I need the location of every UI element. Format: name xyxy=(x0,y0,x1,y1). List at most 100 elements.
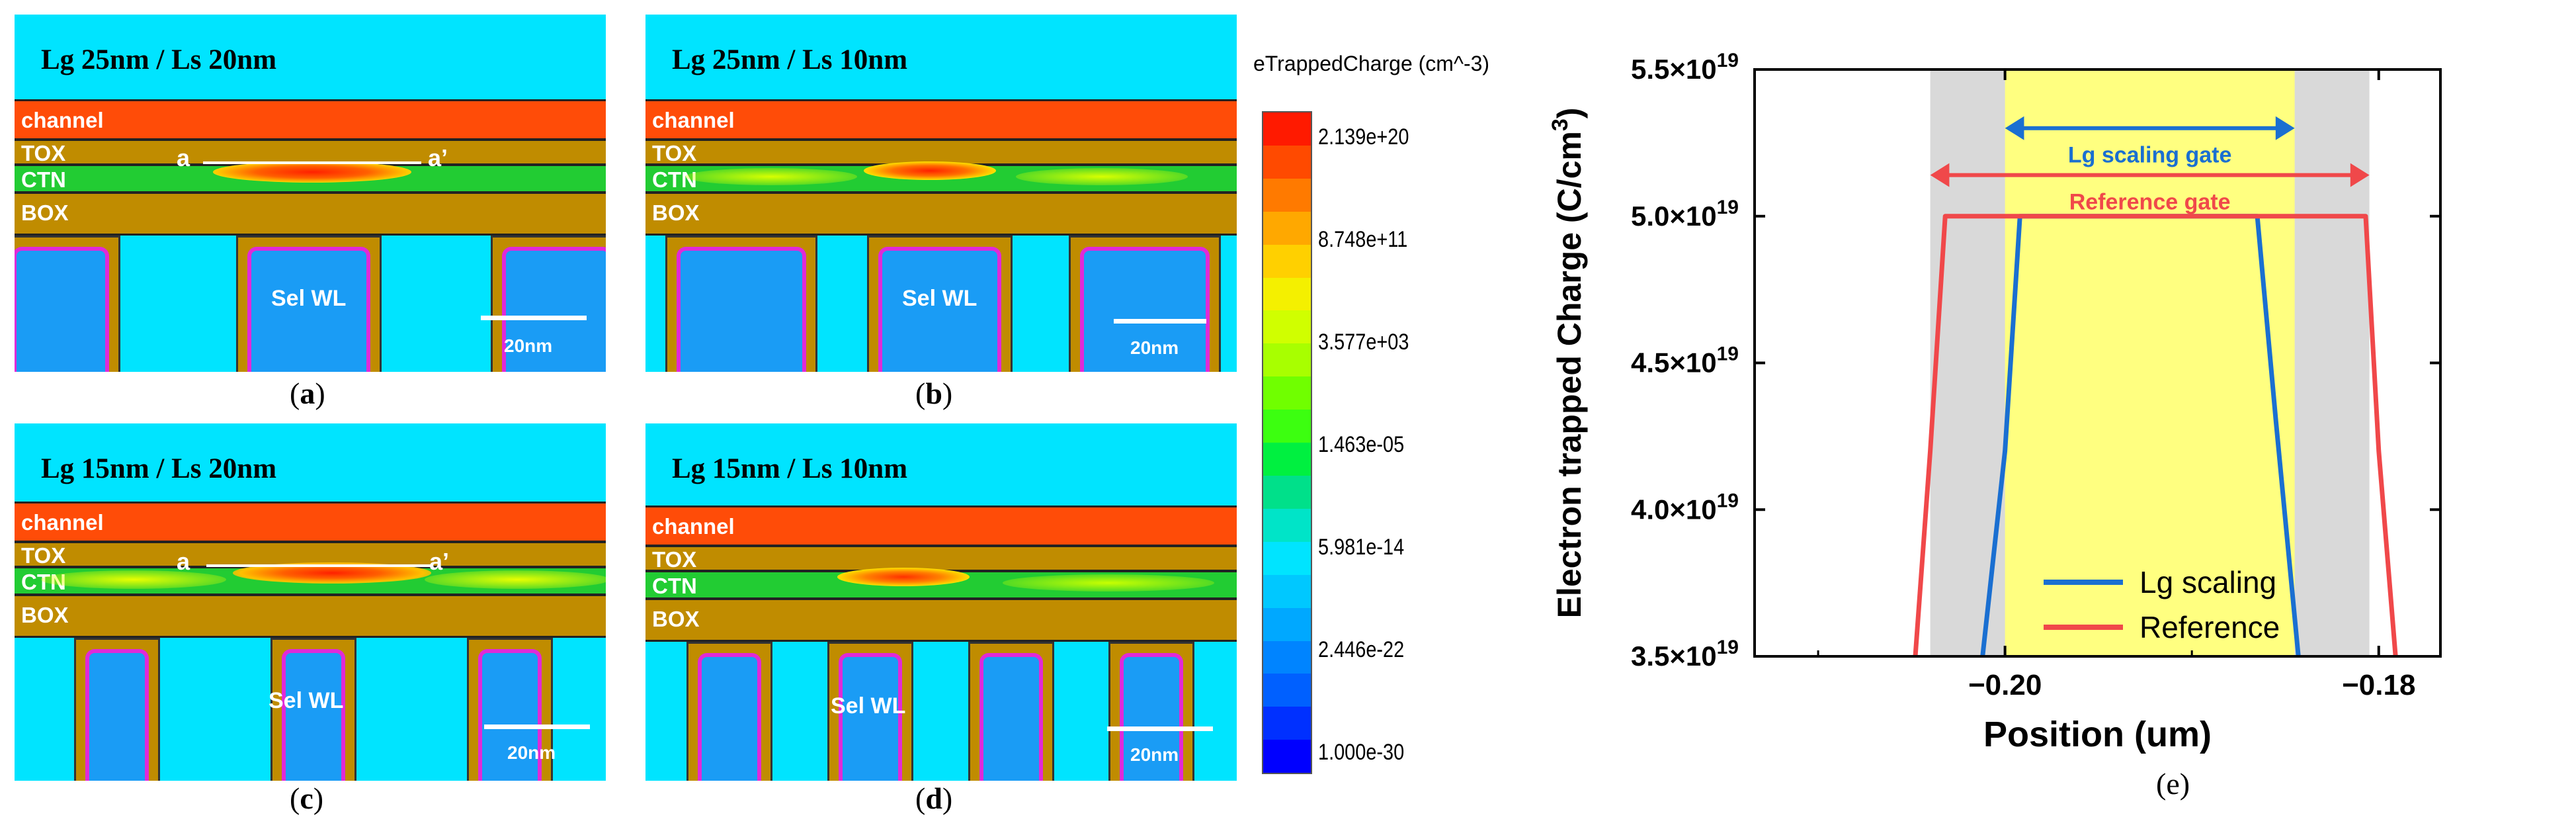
colorbar-tick-label: 5.981e-14 xyxy=(1318,535,1405,560)
tox-layer: TOX xyxy=(15,139,606,165)
box-layer: BOX xyxy=(645,192,1237,236)
y-tick-mantissa: 5.0×10 xyxy=(1631,200,1717,232)
colorbar-swatch xyxy=(1263,640,1311,674)
annotation-arrow-0 xyxy=(2005,116,2295,140)
panel-d-simulation: Lg 15nm / Ls 10nm channel TOX CTN BOX Se… xyxy=(645,423,1237,781)
channel-layer: channel xyxy=(15,502,606,543)
scale-bar-label: 20nm xyxy=(504,335,553,356)
cut-line-start-label: a xyxy=(177,548,190,575)
x-axis-label: Position (um) xyxy=(1983,715,2212,754)
word-line-right xyxy=(1069,236,1221,372)
y-tick-mantissa: 5.5×10 xyxy=(1631,54,1717,85)
legend-label: Reference xyxy=(2140,610,2280,644)
colorbar-swatch xyxy=(1263,244,1311,278)
colorbar-swatch xyxy=(1263,740,1311,773)
colorbar-swatch xyxy=(1263,674,1311,707)
trapped-charge-region xyxy=(213,161,411,183)
colorbar-tick-label: 1.000e-30 xyxy=(1318,740,1405,765)
caption-b: (b) xyxy=(915,376,953,410)
colorbar-swatch xyxy=(1263,145,1311,179)
colorbar-swatch xyxy=(1263,443,1311,476)
colorbar-title: eTrappedCharge (cm^-3) xyxy=(1253,52,1490,75)
panel-b-simulation: Lg 25nm / Ls 10nm channel TOX CTN BOX Se… xyxy=(645,15,1237,372)
y-tick-mantissa: 4.5×10 xyxy=(1631,347,1717,378)
colorbar-tick-label: 1.463e-05 xyxy=(1318,432,1405,457)
colorbar-swatch xyxy=(1263,541,1311,575)
trapped-charge-spread-left xyxy=(41,570,226,589)
scale-bar-label: 20nm xyxy=(1130,744,1179,765)
x-tick-label: −0.18 xyxy=(2342,669,2415,701)
trapped-charge-spread-right xyxy=(1003,574,1214,592)
word-line-left xyxy=(665,236,817,372)
box-label: BOX xyxy=(652,200,700,225)
channel-layer: channel xyxy=(15,99,606,140)
colorbar-swatch xyxy=(1263,343,1311,377)
cut-line-a-a xyxy=(203,161,421,164)
colorbar-swatch xyxy=(1263,112,1311,146)
y-tick-exponent: 19 xyxy=(1717,343,1739,365)
panel-a-title: Lg 25nm / Ls 20nm xyxy=(41,44,277,75)
colorbar-swatch xyxy=(1263,376,1311,410)
y-tick-exponent: 19 xyxy=(1717,490,1739,511)
channel-label: channel xyxy=(21,510,104,535)
colorbar-swatch xyxy=(1263,410,1311,443)
scale-bar-label: 20nm xyxy=(1130,337,1179,358)
y-axis-label: Electron trapped Charge (C/cm3) xyxy=(1548,108,1588,619)
colorbar-swatch xyxy=(1263,277,1311,311)
y-tick-exponent: 19 xyxy=(1717,50,1739,71)
sel-wl-label: Sel WL xyxy=(831,693,906,719)
panel-d-title: Lg 15nm / Ls 10nm xyxy=(672,453,908,484)
trapped-charge-region xyxy=(864,161,996,180)
scale-bar xyxy=(1107,726,1213,731)
colorbar-tick-label: 2.446e-22 xyxy=(1318,637,1405,662)
lg-scaling-gate-region xyxy=(2005,69,2295,656)
word-line-selected xyxy=(867,236,1013,372)
trapped-charge-spread-left xyxy=(685,168,857,185)
panel-b-title: Lg 25nm / Ls 10nm xyxy=(672,44,908,75)
y-tick-label: 5.0×1019 xyxy=(1631,197,1739,232)
tox-label: TOX xyxy=(21,141,66,165)
panel-c-title: Lg 15nm / Ls 20nm xyxy=(41,453,277,484)
colorbar xyxy=(1262,111,1312,774)
scale-bar xyxy=(481,316,587,320)
word-line-right xyxy=(491,236,606,372)
colorbar-swatch xyxy=(1263,475,1311,509)
y-tick-exponent: 19 xyxy=(1717,197,1739,218)
box-label: BOX xyxy=(21,603,69,627)
legend-label: Lg scaling xyxy=(2140,565,2276,599)
y-axis-label-main: Electron trapped Charge (C/cm xyxy=(1551,131,1588,618)
panel-a-simulation: Lg 25nm / Ls 20nm channel TOX CTN BOX a … xyxy=(15,15,606,372)
channel-label: channel xyxy=(21,108,104,132)
colorbar-swatch xyxy=(1263,707,1311,740)
sel-wl-label: Sel WL xyxy=(902,286,977,311)
cut-line-end-label: a’ xyxy=(428,144,448,171)
tox-layer: TOX xyxy=(645,545,1237,572)
caption-a: (a) xyxy=(290,376,325,410)
trapped-charge-region xyxy=(837,568,970,586)
scale-bar xyxy=(484,724,590,729)
box-layer: BOX xyxy=(15,192,606,236)
caption-d: (d) xyxy=(915,781,953,815)
colorbar-tick-label: 8.748e+11 xyxy=(1318,227,1408,252)
colorbar-tick-label: 3.577e+03 xyxy=(1318,329,1409,355)
y-tick-exponent: 19 xyxy=(1717,636,1739,658)
channel-layer: channel xyxy=(645,505,1237,547)
arrow-head-left xyxy=(1930,163,1950,187)
tox-label: TOX xyxy=(652,547,697,572)
box-label: BOX xyxy=(652,607,700,631)
colorbar-tick-label: 2.139e+20 xyxy=(1318,124,1409,150)
word-line-3 xyxy=(968,642,1054,781)
y-axis-label-superscript: 3 xyxy=(1548,118,1573,131)
box-layer: BOX xyxy=(15,594,606,638)
y-tick-label: 3.5×1019 xyxy=(1631,636,1739,672)
annotation-label: Reference gate xyxy=(2069,190,2231,215)
sel-wl-label: Sel WL xyxy=(271,286,347,311)
y-axis-label-close: ) xyxy=(1551,108,1588,119)
box-label: BOX xyxy=(21,200,69,225)
word-line-left xyxy=(74,638,160,781)
word-line-4 xyxy=(1108,642,1194,781)
word-line-1 xyxy=(686,642,772,781)
y-tick-label: 4.5×1019 xyxy=(1631,343,1739,378)
word-line-right xyxy=(467,638,553,781)
ctn-label: CTN xyxy=(652,574,697,598)
